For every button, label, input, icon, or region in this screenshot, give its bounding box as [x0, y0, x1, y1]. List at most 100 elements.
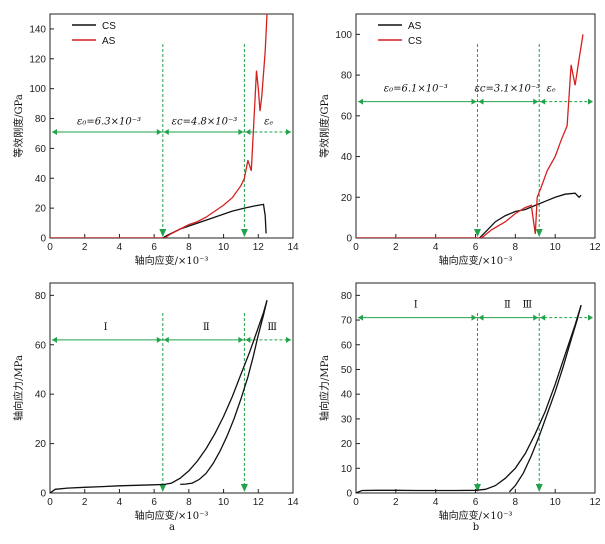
arrowhead-down [240, 484, 248, 492]
stage-region-label: Ⅲ [267, 322, 277, 333]
panel-b-bottom: 0 2 4 6 8 10 12 0 10 20 30 40 50 60 70 80 轴向应变/×10⁻³ 轴向应力… [318, 282, 601, 522]
arrowhead-left [358, 98, 363, 105]
arrowhead-left [478, 314, 484, 321]
x-tick-label: 0 [47, 242, 53, 253]
x-tick-label: 2 [393, 497, 399, 508]
arrowhead-left [245, 336, 251, 343]
x-tick-label: 10 [550, 242, 562, 253]
x-tick-label: 12 [253, 497, 265, 508]
arrowhead-left [540, 98, 546, 105]
y-tick-label: 20 [341, 193, 353, 204]
y-tick-label: 60 [341, 340, 353, 351]
y-tick-label: 80 [341, 71, 353, 82]
arrowhead-right [238, 128, 244, 135]
arrowhead-right [238, 336, 244, 343]
arrowhead-right [471, 314, 477, 321]
arrowhead-left [478, 98, 484, 105]
series-line-cs [356, 34, 584, 238]
stage-region-label: Ⅱ [504, 300, 511, 311]
panel-a-top: 0 2 4 6 8 10 12 14020406080100120140轴向应变/×10⁻³等… [12, 13, 299, 267]
plot-frame [355, 13, 596, 239]
arrowhead-right [588, 314, 593, 321]
y-tick-label: 40 [341, 390, 353, 401]
x-tick-label: 8 [186, 242, 192, 253]
series-line-load [356, 305, 582, 493]
plot-frame [355, 282, 596, 494]
arrowhead-right [533, 98, 539, 105]
x-tick-label: 2 [393, 242, 399, 253]
arrowhead-right [471, 98, 477, 105]
stage-region-label: Ⅲ [522, 300, 532, 311]
x-tick-label: 4 [117, 242, 123, 253]
arrowhead-down [240, 229, 248, 237]
series-line-unload [180, 300, 268, 486]
arrowhead-right [156, 128, 162, 135]
y-tick-label: 40 [341, 152, 353, 163]
y-tick-label: 20 [35, 204, 47, 215]
y-tick-label: 20 [341, 439, 353, 450]
y-tick-label: 30 [341, 414, 353, 425]
arrowhead-right [533, 314, 539, 321]
arrowhead-down [473, 484, 481, 492]
panel-b-top: 0 2 4 6 8 10 12 0 20 40 60 80 100 轴向应变/×10⁻³ 等效刚度/GPa ε… [318, 13, 601, 267]
y-tick-label: 60 [341, 111, 353, 122]
x-tick-label: 2 [82, 242, 88, 253]
stage-annotation: εc=3.1×10⁻³ [475, 83, 541, 94]
y-tick-label: 80 [341, 291, 353, 302]
stage-annotation: εc=4.8×10⁻³ [172, 117, 238, 128]
arrowhead-left [163, 336, 169, 343]
arrowhead-left [245, 128, 251, 135]
legend-label: CS [408, 36, 422, 47]
arrowhead-down [159, 484, 167, 492]
series-line-load [50, 300, 268, 493]
x-tick-label: 6 [473, 497, 479, 508]
x-axis-label: 轴向应变/×10⁻³ [439, 509, 513, 522]
y-tick-label: 100 [29, 84, 46, 95]
arrowhead-down [159, 229, 167, 237]
y-axis-label: 轴向应力/MPa [12, 355, 25, 421]
arrowhead-left [163, 128, 169, 135]
y-tick-label: 120 [29, 54, 46, 65]
plot-frame [49, 13, 294, 239]
arrowhead-right [286, 128, 291, 135]
x-tick-label: 12 [589, 497, 601, 508]
y-tick-label: 0 [346, 489, 352, 500]
x-tick-label: 10 [218, 242, 230, 253]
arrowhead-left [358, 314, 363, 321]
y-tick-label: 60 [35, 144, 47, 155]
y-axis-label: 等效刚度/GPa [12, 94, 25, 158]
arrowhead-right [156, 336, 162, 343]
y-tick-label: 140 [29, 24, 46, 35]
y-tick-label: 10 [341, 464, 353, 475]
arrowhead-down [473, 229, 481, 237]
stage-annotation: εₑ [264, 117, 273, 128]
x-tick-label: 6 [151, 497, 157, 508]
stage-region-label: Ⅰ [414, 300, 418, 311]
legend-label: CS [102, 21, 116, 32]
plot-frame [49, 282, 294, 494]
x-tick-label: 12 [253, 242, 265, 253]
x-tick-label: 8 [513, 497, 519, 508]
y-tick-label: 60 [35, 340, 47, 351]
x-tick-label: 10 [550, 497, 562, 508]
y-tick-label: 100 [335, 30, 352, 41]
arrowhead-left [540, 314, 546, 321]
caption-a: a [169, 522, 175, 533]
x-tick-label: 4 [117, 497, 123, 508]
stage-annotation: εₑ [547, 83, 556, 94]
x-tick-label: 12 [589, 242, 601, 253]
x-tick-label: 0 [353, 242, 359, 253]
x-tick-label: 4 [433, 497, 439, 508]
x-tick-label: 0 [47, 497, 53, 508]
stage-region-label: Ⅰ [104, 322, 108, 333]
y-tick-label: 80 [35, 114, 47, 125]
x-tick-label: 8 [513, 242, 519, 253]
x-tick-label: 0 [353, 497, 359, 508]
arrowhead-left [52, 336, 57, 343]
caption-b: b [473, 522, 479, 533]
legend-label: AS [408, 21, 422, 32]
y-tick-label: 0 [40, 234, 46, 245]
y-tick-label: 0 [346, 234, 352, 245]
y-tick-label: 20 [35, 439, 47, 450]
